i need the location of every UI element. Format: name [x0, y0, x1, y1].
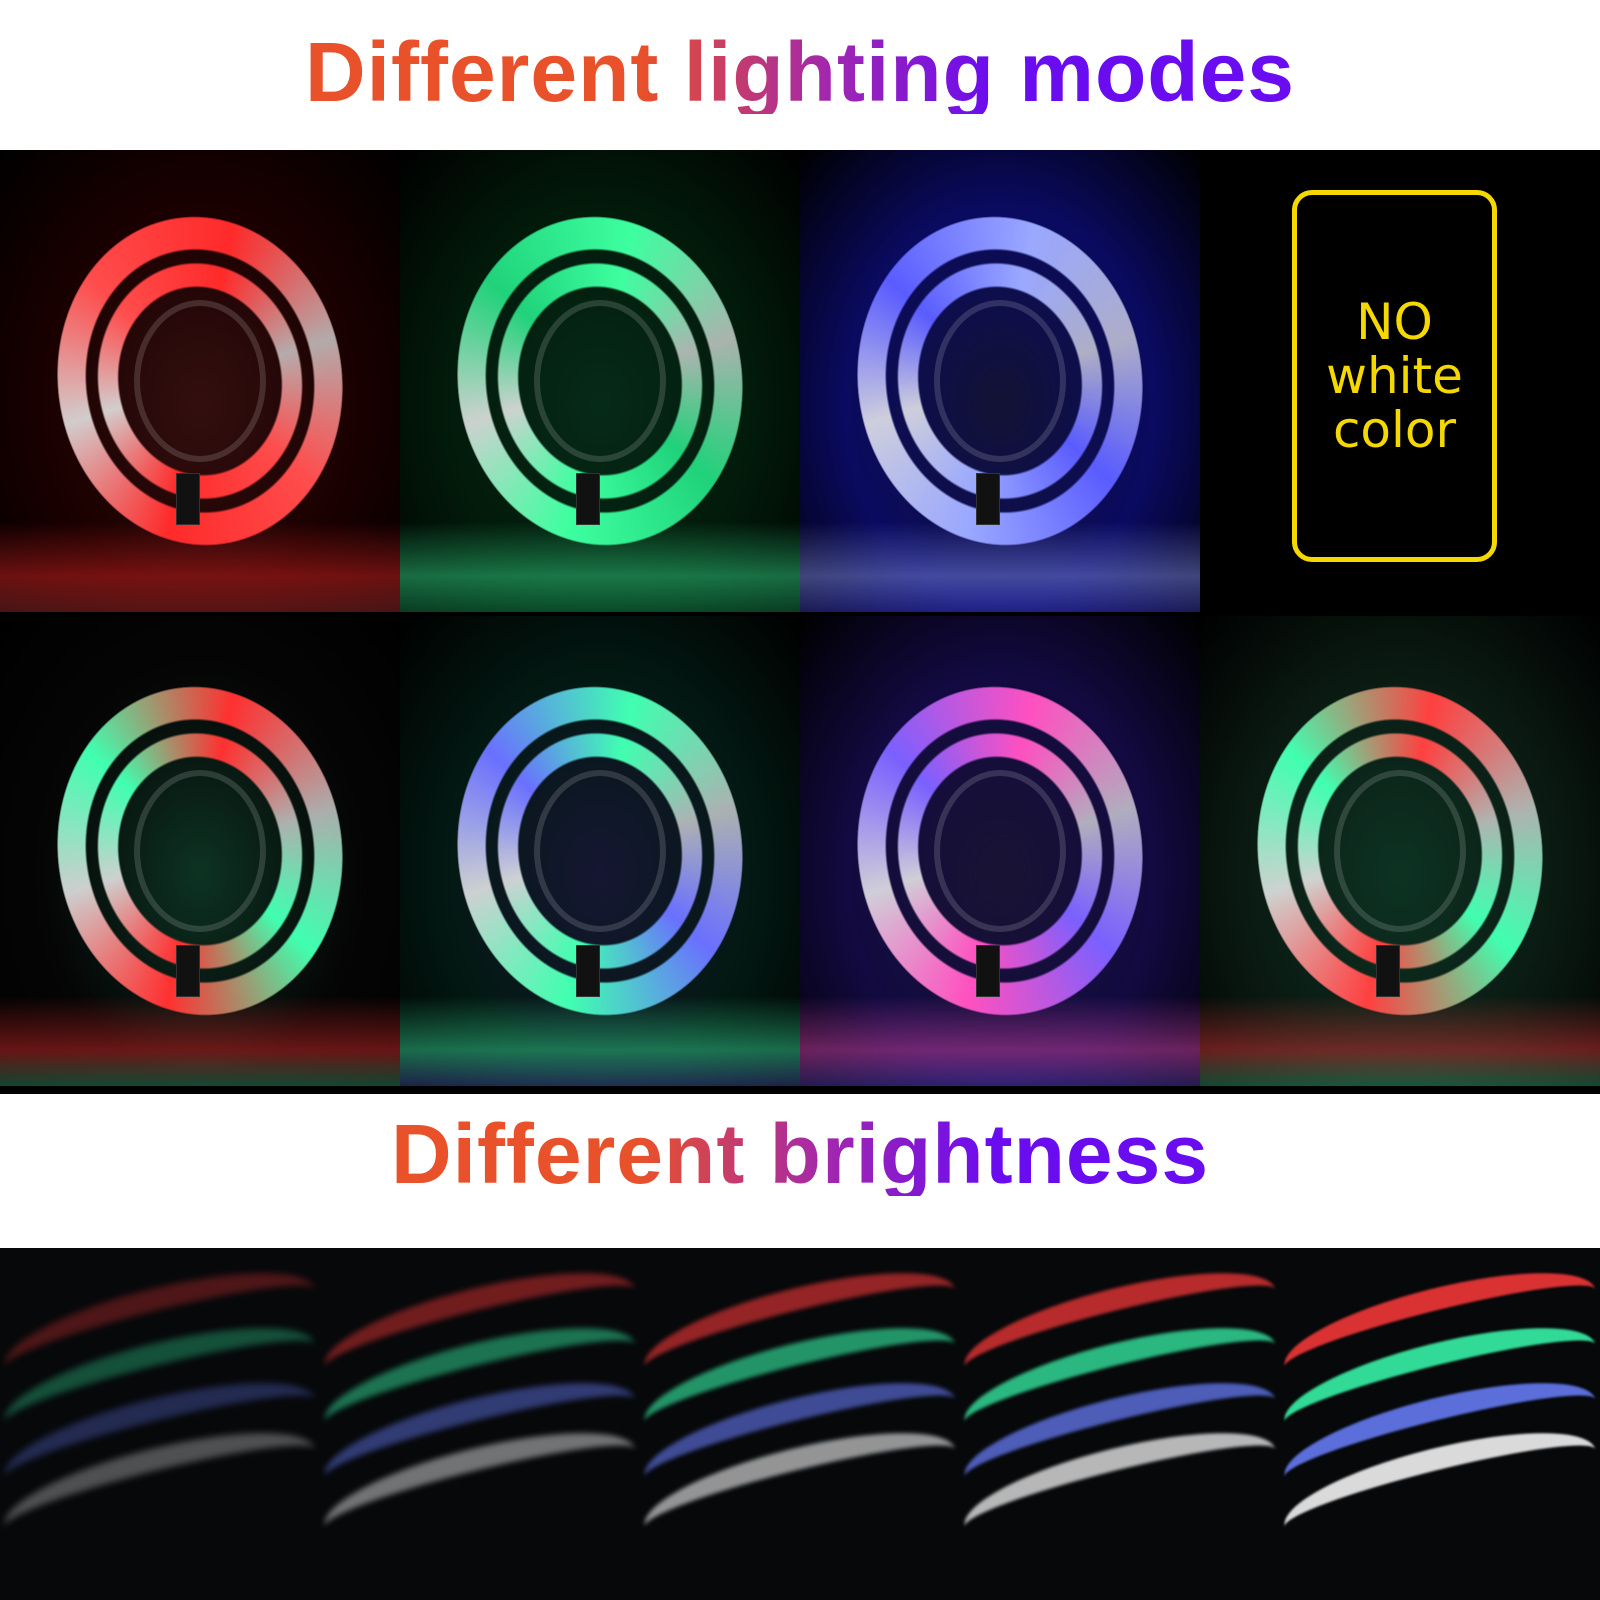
reel-hub [134, 300, 266, 462]
led-reel-panel-blue [800, 150, 1200, 612]
connector-plug [976, 945, 1000, 997]
reel-hub [1334, 770, 1466, 932]
connector-plug [176, 945, 200, 997]
brightness-level-panel [320, 1248, 640, 1600]
reel-hub [134, 770, 266, 932]
reel-hub [534, 770, 666, 932]
led-reel-panel-green [400, 150, 800, 612]
notice-line: NO [1356, 293, 1433, 351]
reel-hub [534, 300, 666, 462]
lighting-modes-grid: NO white color [0, 150, 1600, 1094]
connector-plug [576, 473, 600, 526]
title-lighting-modes: Different lighting modes [0, 30, 1600, 114]
brightness-level-panel [960, 1248, 1280, 1600]
no-white-color-panel: NO white color [1200, 150, 1600, 612]
connector-plug [576, 945, 600, 997]
connector-plug [1376, 945, 1400, 997]
connector-plug [976, 473, 1000, 526]
no-white-color-notice: NO white color [1292, 190, 1497, 562]
led-reel-panel-green-blue [400, 616, 800, 1086]
led-reel-panel-red [0, 150, 400, 612]
reel-hub [934, 770, 1066, 932]
led-reel-panel-pink-blue [800, 616, 1200, 1086]
connector-plug [176, 473, 200, 526]
reel-hub [934, 300, 1066, 462]
led-reel-panel-multi [1200, 616, 1600, 1086]
brightness-level-panel [640, 1248, 960, 1600]
brightness-level-panel [1280, 1248, 1600, 1600]
led-reel-panel-red-green [0, 616, 400, 1086]
notice-line: color [1332, 401, 1457, 459]
title-brightness: Different brightness [0, 1112, 1600, 1196]
brightness-level-panel [0, 1248, 320, 1600]
notice-line: white [1326, 347, 1463, 405]
brightness-strip [0, 1248, 1600, 1600]
